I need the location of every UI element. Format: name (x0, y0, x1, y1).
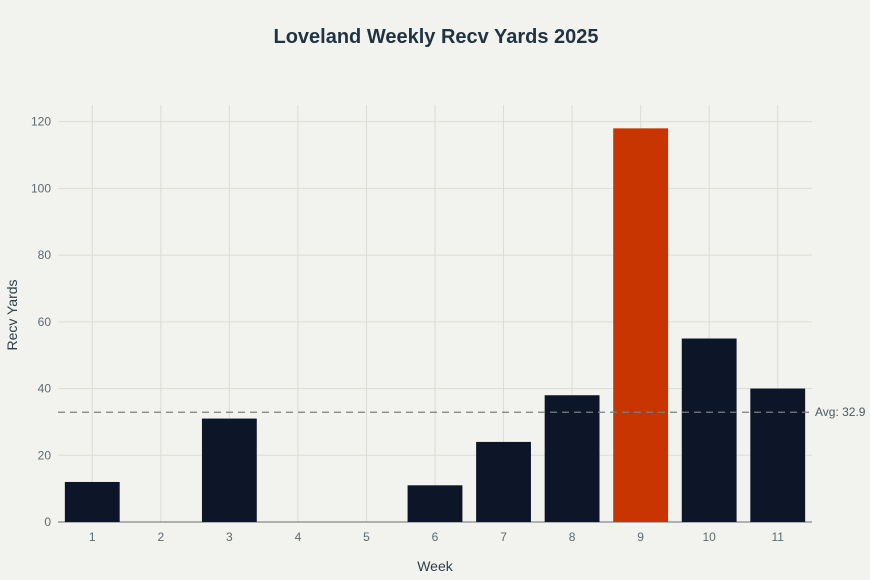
bar (544, 395, 600, 522)
y-tick-label: 100 (31, 181, 51, 195)
bar-highlight (613, 128, 669, 523)
average-line-group: Avg: 32.9 (58, 405, 866, 419)
x-tick-label: 10 (703, 530, 717, 544)
x-tick-labels: 1 2 3 4 5 6 7 8 9 10 11 (89, 530, 784, 544)
x-tick-label: 1 (89, 530, 96, 544)
bar (64, 481, 120, 522)
chart-title: Loveland Weekly Recv Yards 2025 (273, 26, 598, 48)
y-tick-label: 40 (38, 382, 52, 396)
x-tick-label: 5 (363, 530, 370, 544)
y-tick-label: 80 (38, 248, 52, 262)
average-label: Avg: 32.9 (815, 405, 866, 419)
bar (201, 418, 257, 522)
x-tick-label: 4 (295, 530, 302, 544)
bar (681, 338, 737, 522)
y-tick-label: 60 (38, 315, 52, 329)
x-tick-label: 6 (432, 530, 439, 544)
x-tick-label: 9 (637, 530, 644, 544)
x-axis-title: Week (417, 558, 454, 574)
y-tick-labels: 0 20 40 60 80 100 120 (31, 115, 51, 529)
bar (407, 485, 463, 522)
x-tick-label: 7 (500, 530, 507, 544)
bar (476, 441, 531, 522)
x-tick-label: 2 (157, 530, 164, 544)
x-tick-label: 11 (771, 530, 784, 544)
x-tick-label: 8 (569, 530, 576, 544)
y-tick-label: 120 (31, 115, 51, 129)
y-tick-label: 0 (44, 515, 51, 529)
y-tick-label: 20 (38, 448, 52, 462)
bar-series (64, 128, 806, 523)
y-axis-title: Recv Yards (4, 279, 20, 350)
bar (750, 388, 806, 522)
x-tick-label: 3 (226, 530, 233, 544)
